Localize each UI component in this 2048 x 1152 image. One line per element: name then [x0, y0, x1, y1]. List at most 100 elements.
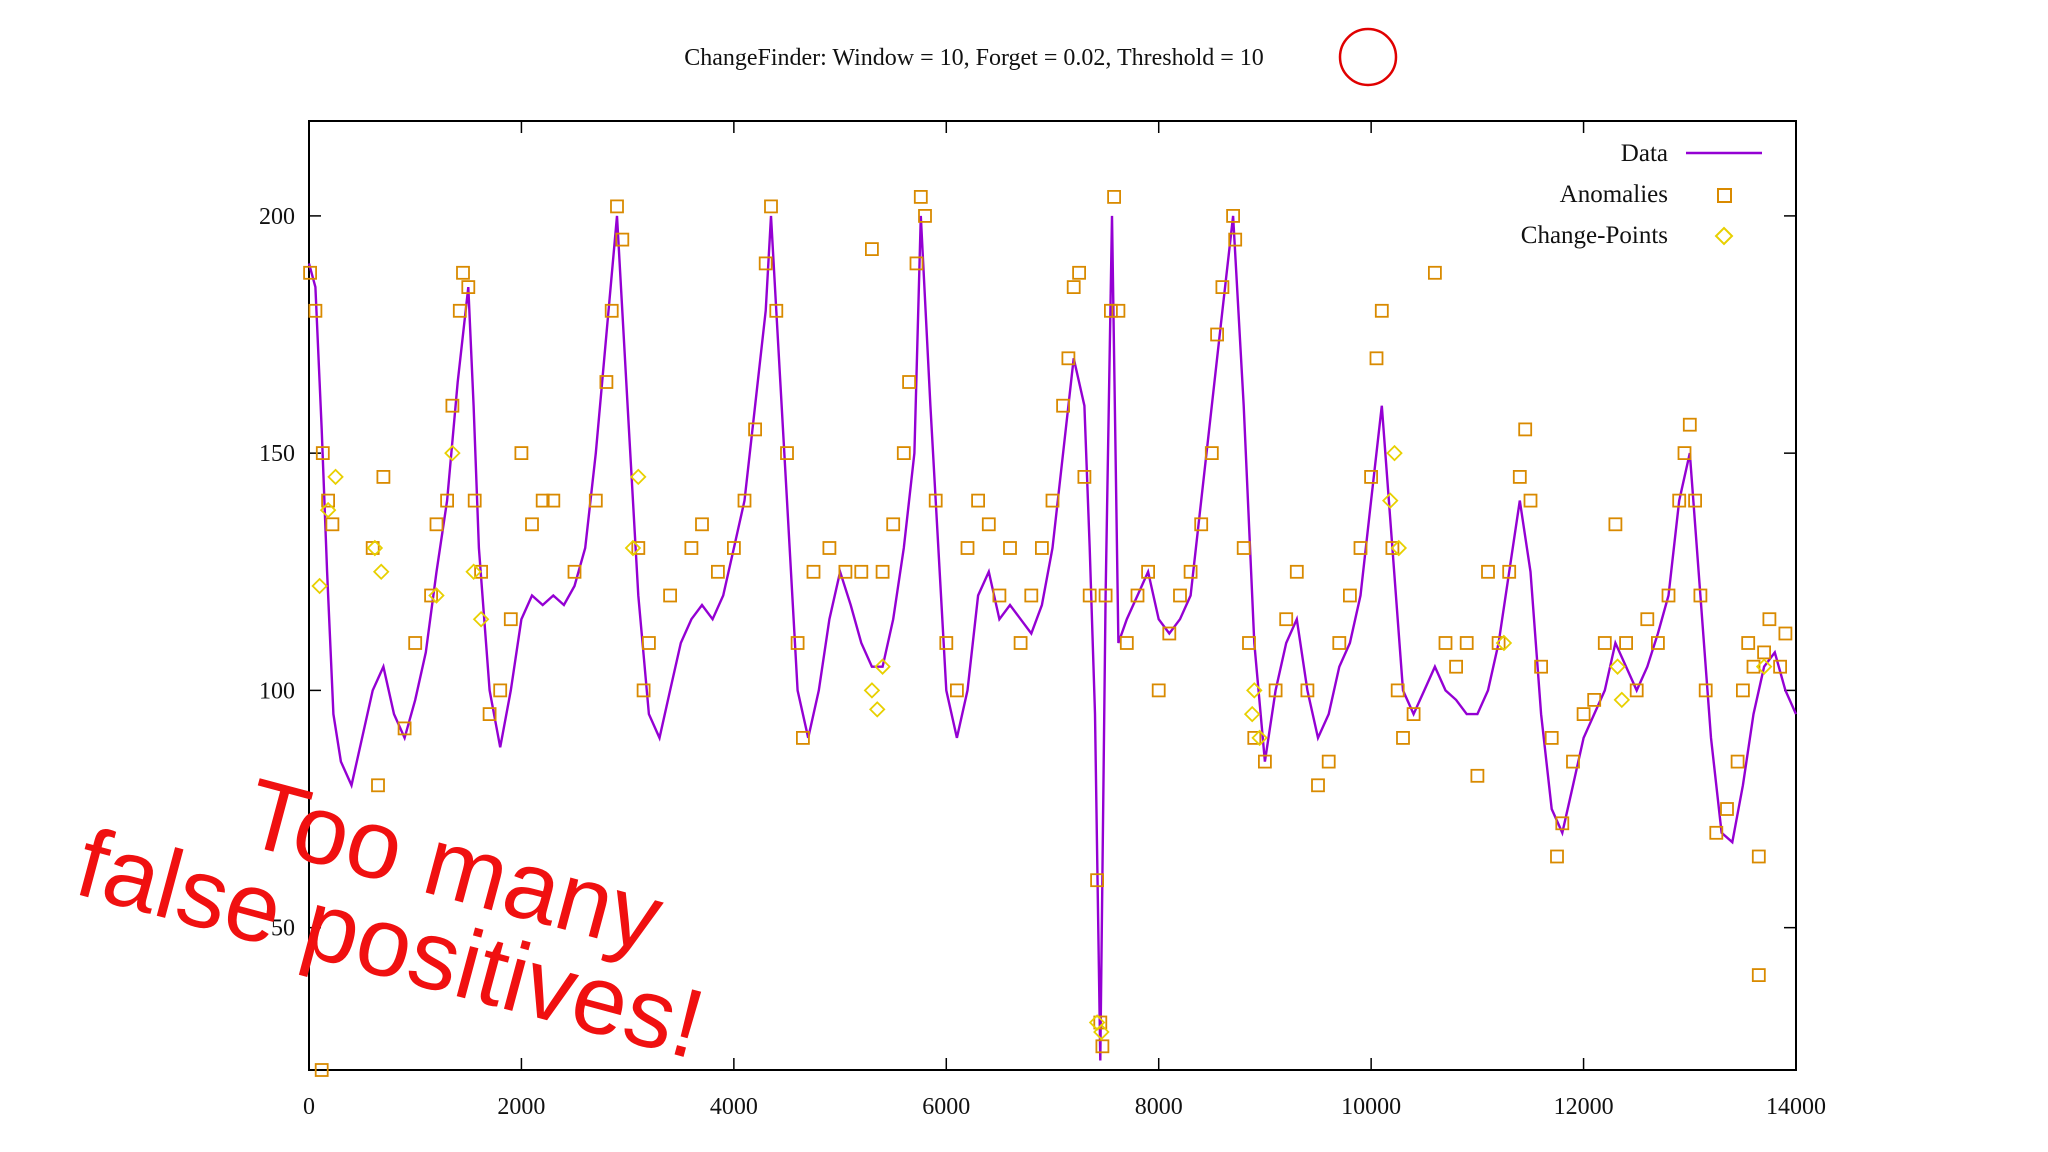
anomaly-point	[1226, 208, 1240, 223]
anomaly-point	[1550, 849, 1564, 864]
anomaly-point	[1523, 493, 1538, 508]
anomaly-point	[764, 199, 778, 214]
change-point	[1381, 492, 1399, 509]
anomaly-point	[303, 265, 318, 280]
anomaly-point	[1045, 493, 1060, 508]
anomaly-point	[1364, 469, 1378, 484]
anomaly-point	[992, 588, 1007, 603]
anomaly-point	[535, 493, 550, 508]
anomaly-point	[642, 636, 656, 650]
change-point	[1755, 658, 1773, 675]
change-point	[1495, 634, 1513, 652]
x-tick-label: 2000	[497, 1094, 545, 1120]
change-point	[874, 658, 891, 675]
anomaly-point	[1194, 517, 1209, 532]
anomaly-point	[1619, 636, 1633, 650]
legend-swatch-change-points	[1714, 226, 1734, 246]
anomaly-point	[1061, 351, 1076, 366]
anomaly-point	[631, 541, 646, 555]
x-axis-tick-labels: 0 2000 4000 6000 8000 10000 12000 14000	[303, 1094, 1826, 1120]
anomaly-point	[896, 446, 911, 461]
axis-ticks	[308, 121, 1797, 1070]
change-point	[472, 610, 490, 628]
anomaly-point	[1762, 612, 1777, 627]
anomaly-point	[1111, 303, 1126, 318]
anomaly-point	[1751, 849, 1766, 864]
anomaly-point	[1438, 636, 1453, 650]
anomaly-point	[1107, 189, 1121, 204]
anomaly-point	[1003, 541, 1017, 555]
change-point	[1390, 539, 1408, 557]
anomaly-point	[1677, 446, 1692, 461]
anomaly-point	[1751, 968, 1766, 982]
change-point	[1386, 444, 1403, 462]
anomaly-point	[1119, 636, 1134, 650]
change-point	[465, 563, 482, 581]
x-tick-label: 4000	[710, 1094, 758, 1120]
anomaly-point	[546, 493, 561, 508]
anomaly-point	[913, 189, 928, 204]
change-point	[366, 539, 384, 557]
change-point	[1246, 682, 1263, 699]
legend-label-anomalies: Anomalies	[1560, 181, 1668, 208]
anomaly-point	[1130, 588, 1145, 603]
anomaly-point	[1141, 564, 1155, 579]
anomaly-point	[727, 541, 741, 555]
anomaly-point	[1258, 754, 1272, 769]
anomaly-point	[663, 588, 677, 603]
anomaly-point	[1741, 636, 1756, 650]
anomaly-point	[315, 446, 330, 461]
anomaly-point	[1279, 612, 1294, 627]
anomaly-point	[748, 422, 762, 437]
anomaly-point	[928, 493, 943, 508]
anomaly-point	[588, 493, 603, 508]
anomaly-point	[1730, 754, 1745, 769]
anomaly-point	[1104, 303, 1118, 318]
anomaly-point	[1082, 588, 1097, 603]
plot-area	[308, 120, 1797, 1071]
chart-title-prefix: ChangeFinder: Window = 10, Forget = 0.02…	[684, 45, 1220, 71]
anomaly-point	[408, 636, 423, 650]
y-tick-label: 200	[259, 204, 295, 230]
anomaly-point	[1236, 541, 1251, 555]
anomaly-point	[314, 1063, 329, 1077]
anomaly-point	[1204, 446, 1219, 461]
anomaly-point	[308, 303, 323, 318]
anomaly-point	[1709, 825, 1724, 840]
anomaly-point	[1682, 417, 1697, 432]
anomaly-point	[1512, 469, 1527, 484]
anomaly-point	[429, 517, 444, 532]
y-tick-label: 50	[271, 916, 295, 942]
anomaly-point	[902, 375, 916, 389]
legend: Data Anomalies Change-Points	[1521, 140, 1762, 249]
anomaly-point	[599, 375, 614, 389]
anomaly-point	[493, 683, 508, 698]
change-point	[868, 701, 886, 718]
anomaly-point	[1332, 636, 1347, 650]
anomaly-point	[1321, 754, 1336, 769]
anomaly-point	[503, 612, 518, 627]
change-point	[863, 682, 881, 699]
anomaly-point	[1095, 1039, 1110, 1054]
anomaly-point	[1385, 541, 1400, 555]
series-change-points	[311, 444, 1773, 1041]
anomaly-point	[1056, 398, 1070, 413]
anomaly-point	[1151, 683, 1166, 698]
anomaly-point	[886, 517, 901, 532]
anomaly-point	[1183, 564, 1198, 579]
threshold-highlight-circle	[1338, 27, 1398, 87]
anomaly-point	[424, 588, 439, 603]
change-point	[444, 444, 461, 462]
anomaly-point	[1661, 588, 1676, 603]
anomaly-point	[796, 731, 810, 745]
anomaly-point	[1343, 588, 1357, 603]
change-point	[1243, 705, 1261, 723]
anomaly-point	[376, 469, 391, 484]
anomaly-point	[1247, 731, 1262, 745]
anomaly-point	[1406, 707, 1421, 721]
chart-title-suffix: = 10	[1220, 45, 1264, 71]
anomaly-point	[1544, 731, 1559, 745]
anomaly-point	[1576, 707, 1591, 721]
anomaly-point	[1566, 754, 1580, 769]
